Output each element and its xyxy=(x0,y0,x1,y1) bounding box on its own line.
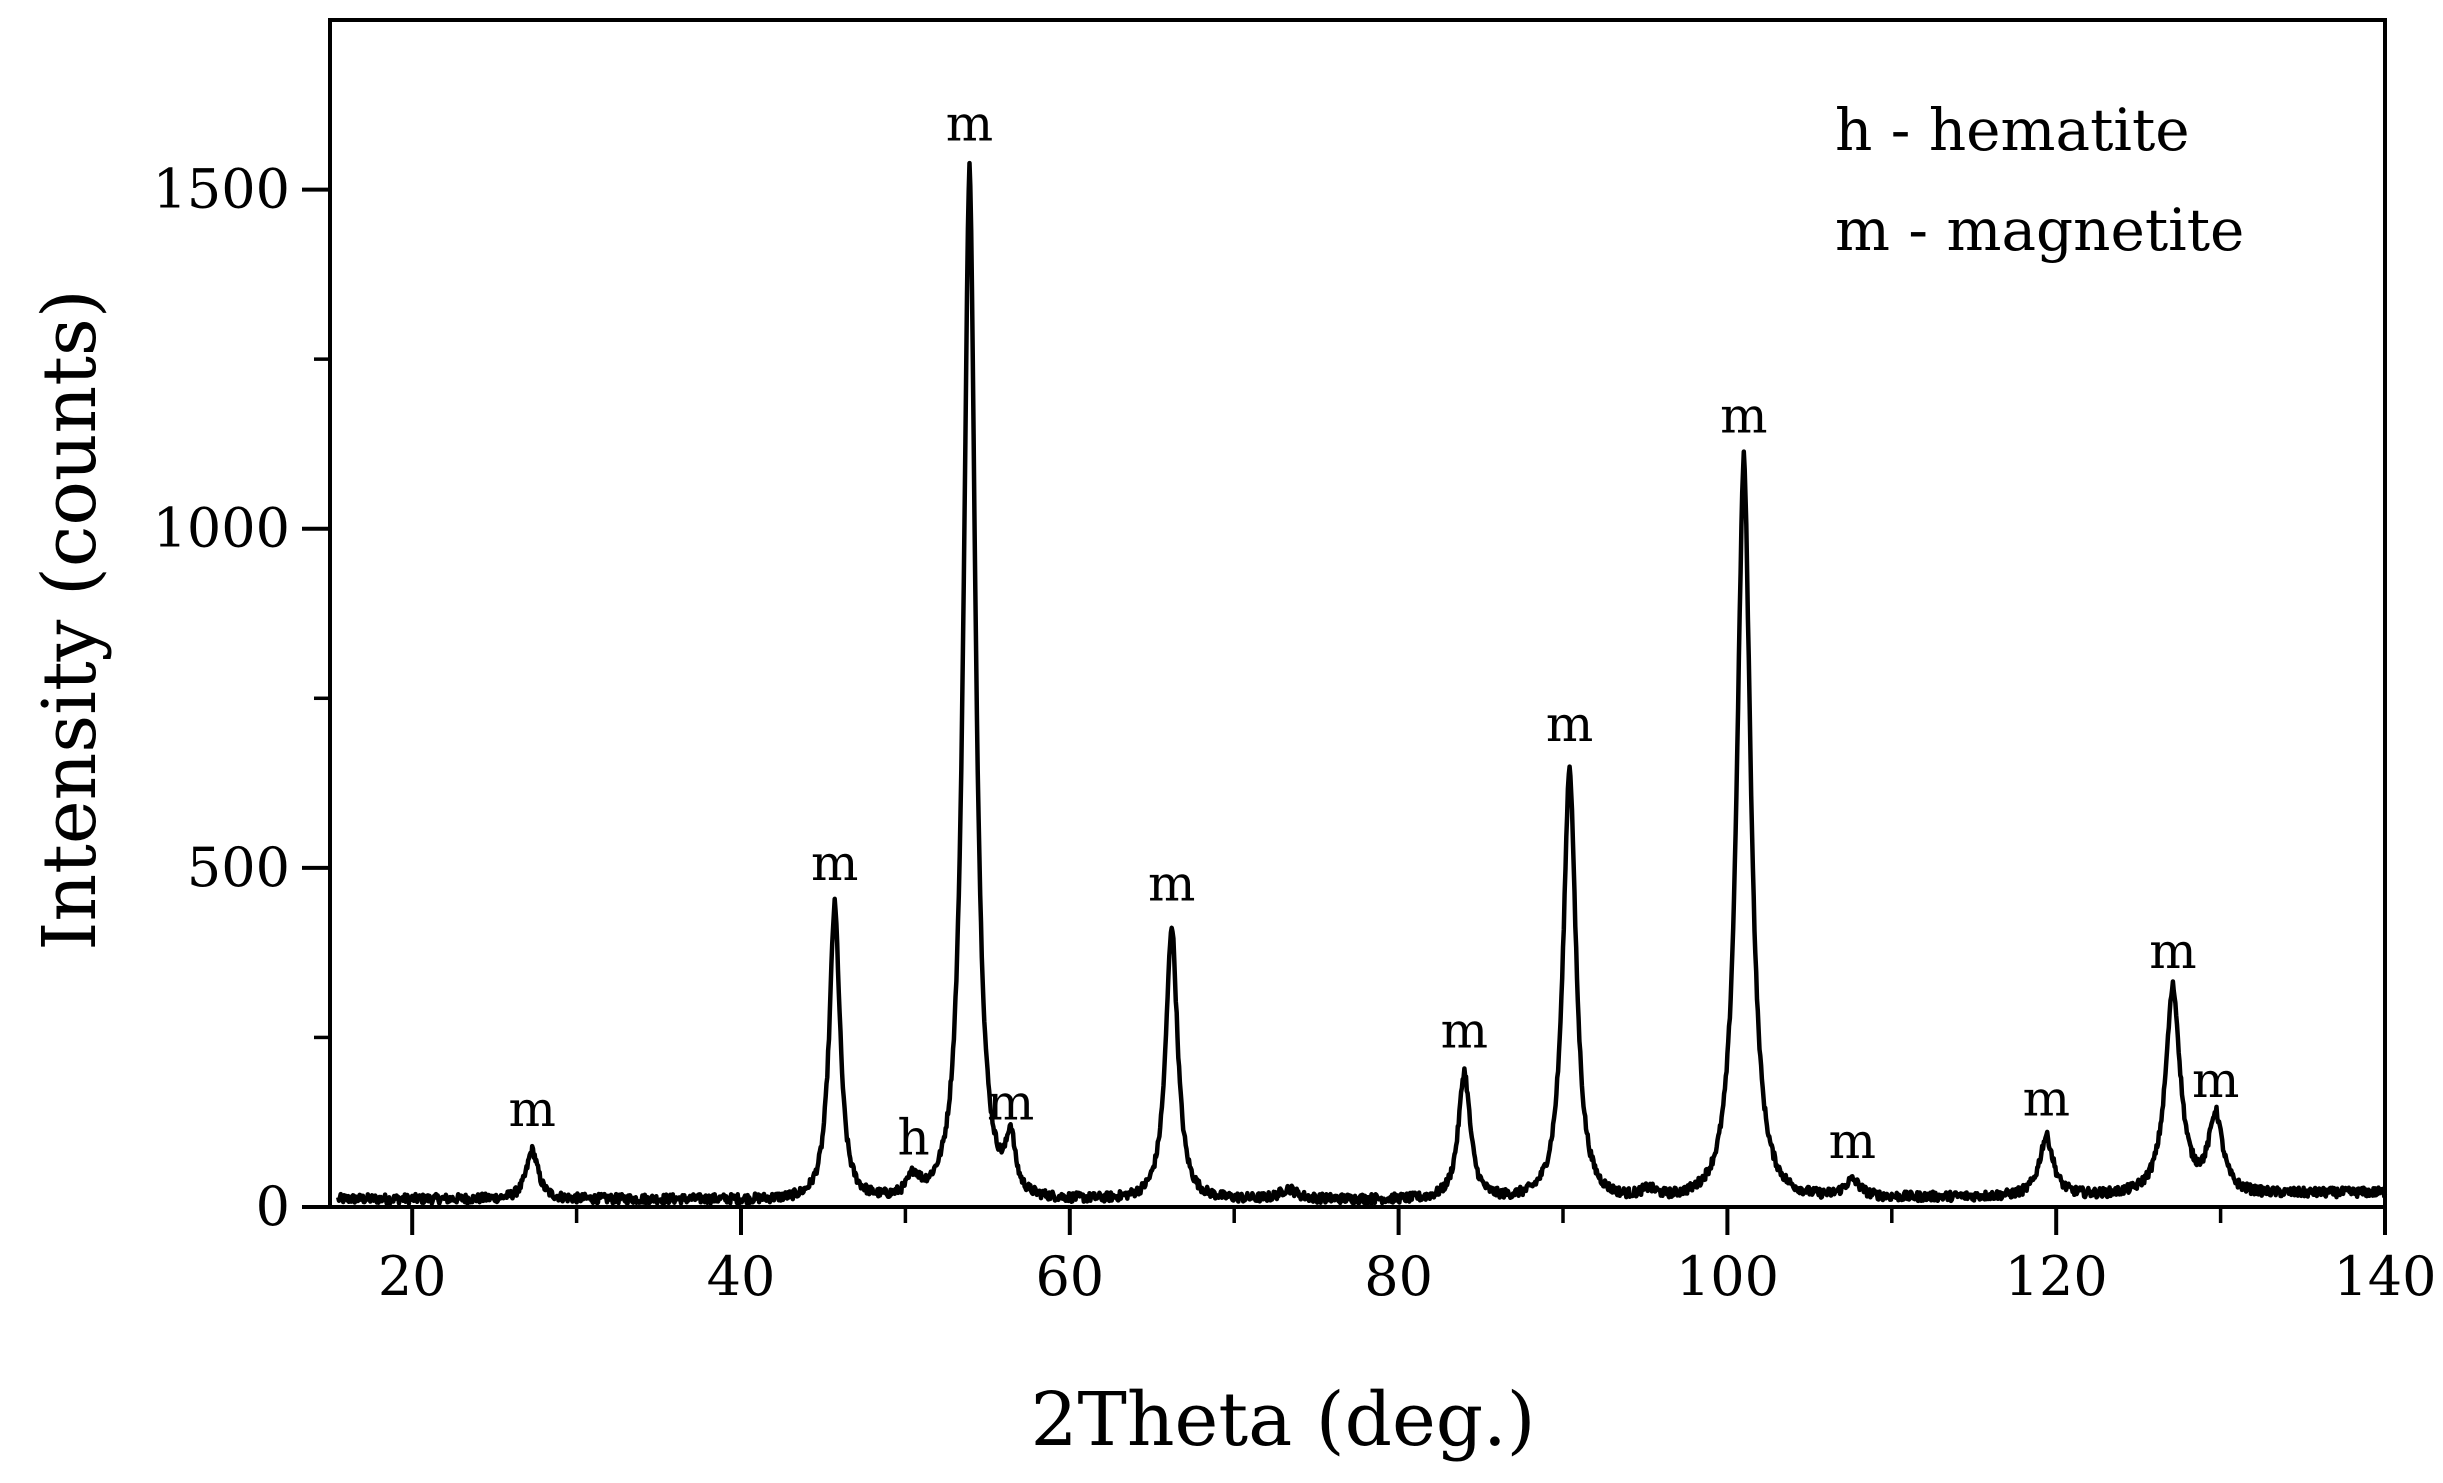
y-axis-tick-labels: 0 500 1000 1500 xyxy=(153,158,290,1238)
peak-label: m xyxy=(1441,1001,1488,1059)
x-tick-label: 20 xyxy=(378,1245,447,1308)
y-tick-label: 1500 xyxy=(153,158,290,221)
legend-entry-hematite: h - hematite xyxy=(1835,96,2190,164)
x-tick-label: 140 xyxy=(2333,1245,2436,1308)
peak-label: m xyxy=(1546,695,1593,753)
peak-label: m xyxy=(1148,854,1195,912)
plot-border xyxy=(328,18,2387,1209)
y-axis-ticks xyxy=(302,187,330,1209)
peak-label: m xyxy=(1720,386,1767,444)
x-axis-title: 2Theta (deg.) xyxy=(1030,1377,1535,1463)
peak-label: m xyxy=(509,1080,556,1138)
peak-label: m xyxy=(2023,1069,2070,1127)
xrd-pattern-line xyxy=(336,160,2388,1206)
x-axis-ticks xyxy=(410,1207,2387,1235)
peak-label: m xyxy=(2192,1051,2239,1109)
y-tick-label: 500 xyxy=(187,836,290,899)
x-tick-label: 40 xyxy=(707,1245,776,1308)
x-axis-tick-labels: 20 40 60 80 100 120 140 xyxy=(378,1245,2437,1308)
peak-label: m xyxy=(1829,1112,1876,1170)
peak-label: m xyxy=(2149,922,2196,980)
peak-label: m xyxy=(946,95,993,153)
legend: h - hematite m - magnetite xyxy=(1835,96,2244,264)
x-tick-label: 120 xyxy=(2005,1245,2108,1308)
peak-label: h xyxy=(898,1109,930,1167)
legend-entry-magnetite: m - magnetite xyxy=(1835,196,2244,264)
y-tick-label: 0 xyxy=(256,1175,290,1238)
y-tick-label: 1000 xyxy=(153,497,290,560)
x-tick-label: 100 xyxy=(1676,1245,1779,1308)
x-tick-label: 60 xyxy=(1035,1245,1104,1308)
y-axis-title: Intensity (counts) xyxy=(27,289,113,951)
plot-frame xyxy=(328,18,2387,1209)
x-tick-label: 80 xyxy=(1364,1245,1433,1308)
peak-label: m xyxy=(811,834,858,892)
peak-label: m xyxy=(987,1073,1034,1131)
